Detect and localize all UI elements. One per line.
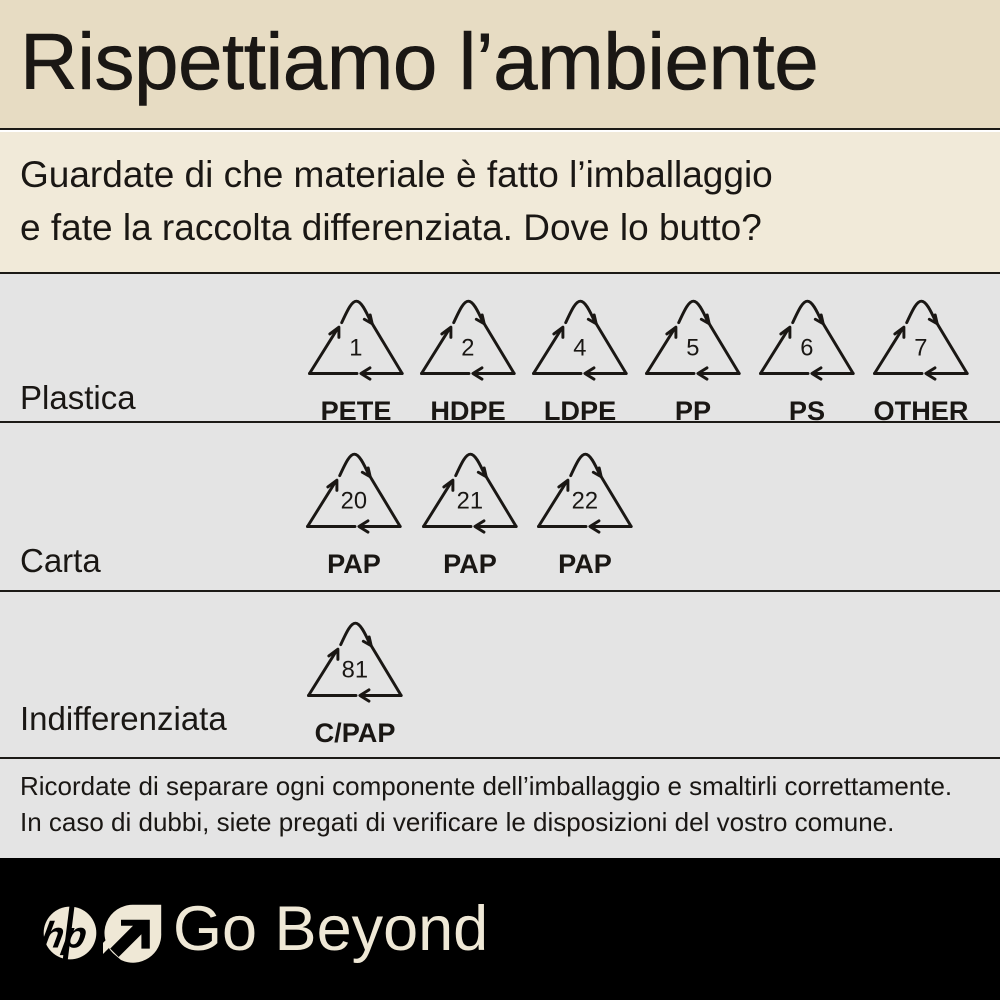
svg-text:81: 81 <box>342 657 368 683</box>
svg-text:6: 6 <box>800 335 813 361</box>
svg-text:21: 21 <box>457 488 483 514</box>
svg-text:4: 4 <box>573 335 586 361</box>
svg-text:5: 5 <box>686 335 699 361</box>
svg-text:20: 20 <box>341 488 367 514</box>
svg-text:7: 7 <box>914 335 927 361</box>
svg-text:1: 1 <box>349 335 362 361</box>
svg-text:22: 22 <box>572 488 598 514</box>
svg-text:2: 2 <box>461 335 474 361</box>
